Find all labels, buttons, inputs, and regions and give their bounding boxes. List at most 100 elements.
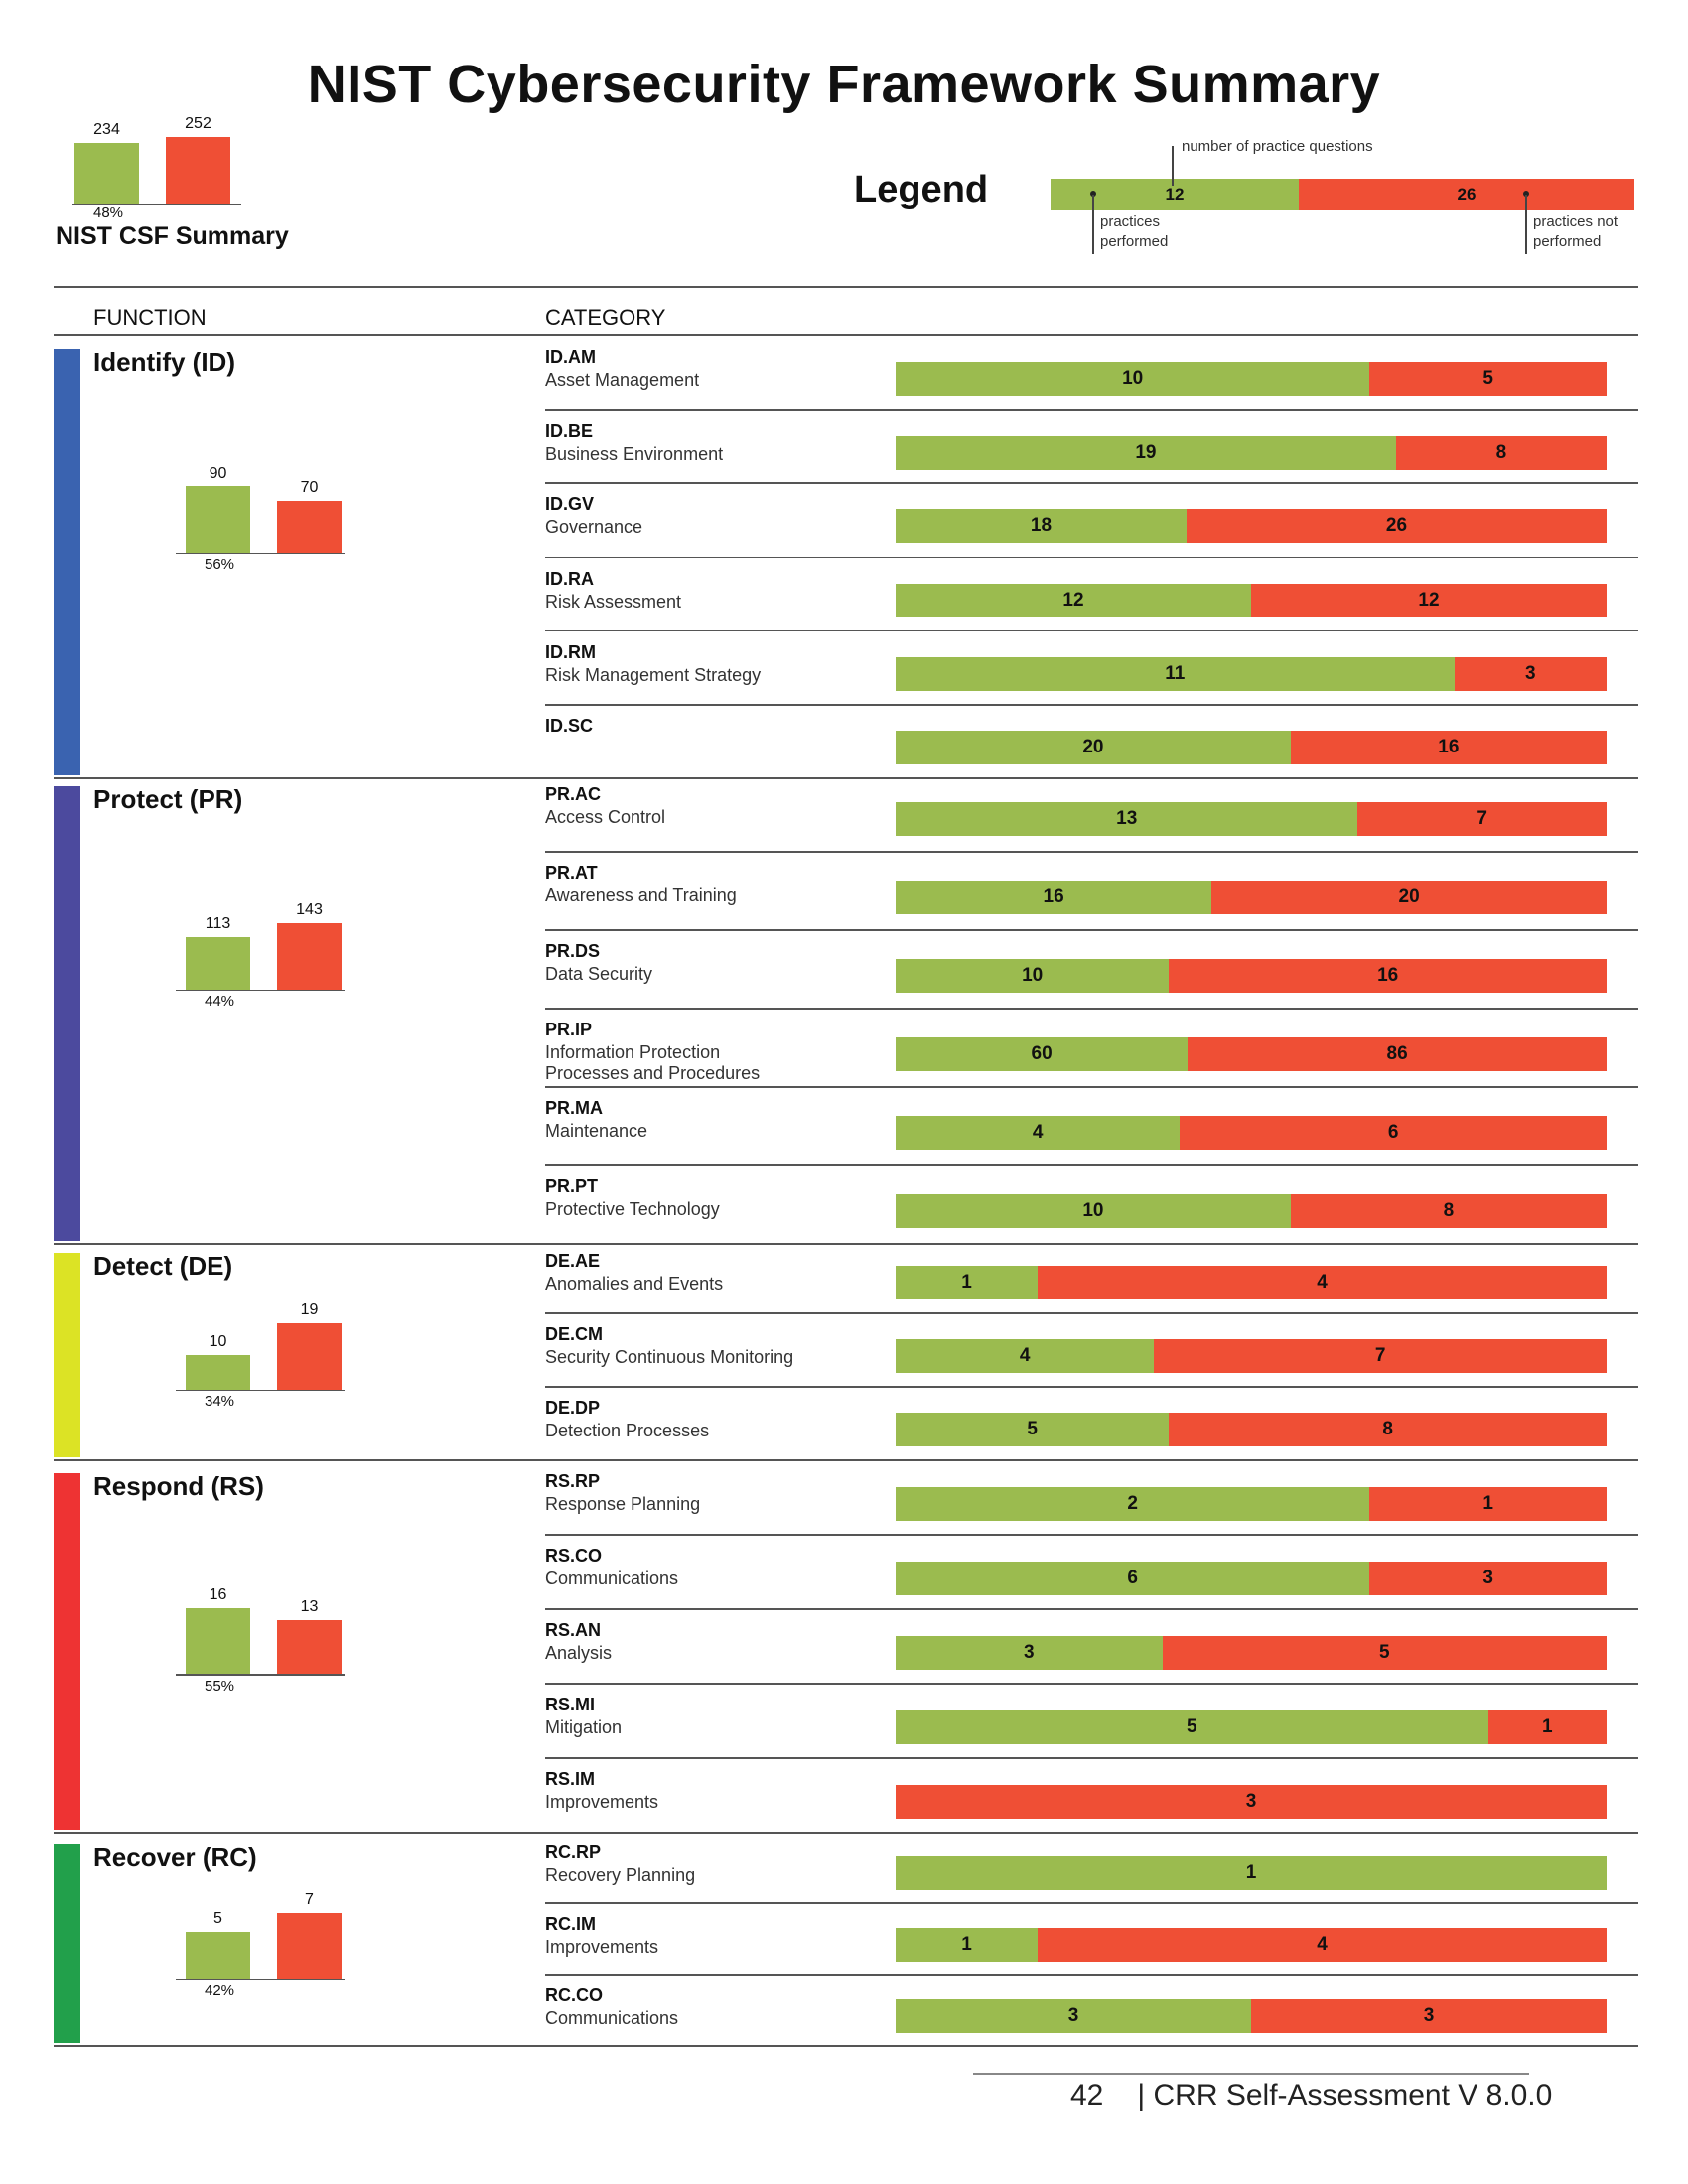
row-separator [545,1164,1638,1166]
category-code: DE.AE [545,1251,601,1271]
category-name: Protective Technology [545,1199,720,1220]
function-performed-label: 10 [209,1333,227,1351]
performed-segment: 12 [896,583,1251,617]
performed-value: 10 [1082,1200,1104,1221]
performed-value: 6 [1127,1568,1138,1588]
legend-performed-tick [1092,195,1094,254]
category-name-line: Awareness and Training [545,886,737,905]
summary-not-performed-bar [166,137,230,205]
function-summary-chart: 10 19 34% [176,1301,345,1410]
row-separator [545,1312,1638,1314]
row-separator [54,1243,1638,1245]
not-performed-segment: 5 [1369,362,1607,396]
summary-chart: 234 252 48% [72,115,241,221]
performed-value: 4 [1032,1122,1044,1143]
category-code: PR.DS [545,941,601,961]
row-separator [54,777,1638,779]
category-name: Data Security [545,964,652,985]
category-name-line: Risk Management Strategy [545,664,762,685]
not-performed-value: 26 [1385,515,1408,537]
summary-percent: 48% [92,205,124,221]
function-color-bar [54,786,80,1241]
not-performed-segment: 3 [896,1785,1607,1819]
category-name-line: Data Security [545,964,653,984]
function-performed-bar [186,937,250,991]
summary-performed-label: 234 [93,121,120,138]
function-not-performed-bar [277,1620,342,1676]
not-performed-segment: 3 [1251,1999,1607,2033]
category-bar: 10 8 [896,1194,1607,1228]
not-performed-segment: 3 [1454,656,1607,691]
legend-not-performed-note: practices not performed [1533,213,1618,250]
function-summary-chart: 113 143 44% [176,901,345,1010]
performed-value: 18 [1030,515,1053,537]
row-separator [545,1608,1638,1610]
category-bar: 18 26 [896,509,1607,544]
not-performed-segment: 1 [1369,1487,1607,1521]
function-axis [176,1674,345,1676]
not-performed-value: 8 [1495,442,1507,464]
function-not-performed-bar [277,923,342,991]
category-name-line: Communications [545,2008,679,2028]
page-title: NIST Cybersecurity Framework Summary [307,55,1381,114]
not-performed-value: 3 [1245,1791,1257,1812]
performed-segment: 20 [896,731,1291,764]
not-performed-segment: 4 [1038,1928,1607,1962]
performed-segment: 3 [896,1636,1163,1670]
category-name-line: Response Planning [545,1494,701,1514]
category-name: Asset Management [545,370,699,391]
performed-segment: 10 [896,362,1370,396]
not-performed-value: 86 [1386,1043,1408,1064]
category-name: Access Control [545,807,665,828]
not-performed-segment: 1 [1487,1710,1607,1744]
not-performed-value: 4 [1317,1272,1328,1293]
category-code: PR.AT [545,863,598,883]
legend-not-performed-dot [1523,191,1529,197]
row-separator [545,629,1638,632]
performed-segment: 1 [896,1856,1607,1890]
category-name: Information Protection Processes and Proc… [545,1042,760,1084]
function-summary-chart: 16 13 55% [176,1586,345,1695]
not-performed-segment: 8 [1169,1413,1607,1446]
not-performed-segment: 20 [1211,881,1607,914]
function-color-bar [54,1844,80,2043]
performed-value: 3 [1023,1642,1035,1663]
category-code: RS.MI [545,1695,596,1714]
not-performed-value: 1 [1542,1716,1553,1737]
category-name-line: Security Continuous Monitoring [545,1347,794,1367]
header-function: FUNCTION [93,305,207,330]
category-name-line: Analysis [545,1643,613,1663]
performed-segment: 1 [896,1266,1039,1299]
row-separator [545,1008,1638,1010]
page-number: 42 [1070,2079,1104,2112]
not-performed-value: 5 [1482,368,1493,389]
function-axis [176,989,345,991]
category-name: Recovery Planning [545,1865,695,1886]
performed-segment: 11 [896,656,1455,691]
category-name-line: Protective Technology [545,1199,720,1219]
category-code: PR.AC [545,784,602,804]
category-code: RS.AN [545,1620,602,1640]
category-code: PR.PT [545,1176,599,1196]
not-performed-value: 6 [1387,1122,1399,1143]
category-name-line: Access Control [545,807,666,827]
legend-performed-value: 12 [1165,185,1185,204]
category-name-line: Communications [545,1569,679,1588]
performed-value: 1 [961,1272,972,1293]
legend-questions-tick [1172,146,1174,186]
function-label: Protect (PR) [93,784,243,814]
not-performed-segment: 7 [1154,1339,1607,1373]
function-label: Respond (RS) [93,1471,264,1501]
performed-segment: 3 [896,1999,1251,2033]
legend-title: Legend [854,169,989,210]
performed-segment: 18 [896,509,1187,544]
function-color-bar [54,1253,80,1457]
not-performed-segment: 5 [1162,1636,1607,1670]
summary-performed-bar [74,143,139,205]
row-separator [545,556,1638,559]
